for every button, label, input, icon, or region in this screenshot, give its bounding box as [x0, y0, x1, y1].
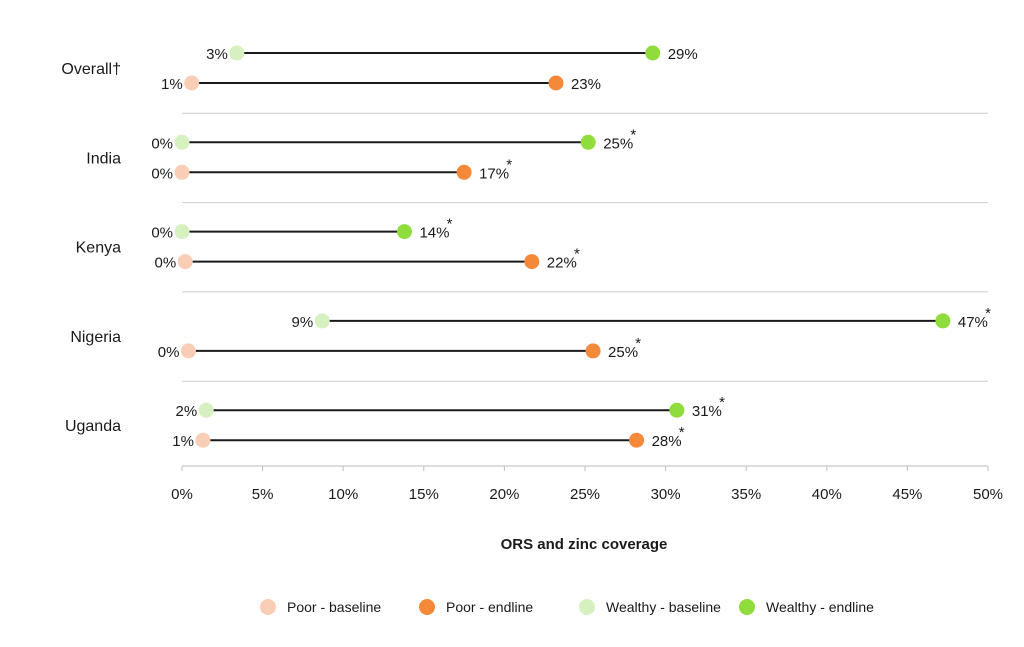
group-label: Nigeria — [70, 329, 121, 346]
poor-endline-point — [456, 164, 472, 180]
baseline-value-label: 0% — [151, 165, 173, 182]
poor-endline-point — [548, 75, 564, 91]
legend: Poor - baseline Poor - endline Wealthy - b… — [260, 599, 874, 615]
x-tick-label: 5% — [252, 486, 274, 503]
endline-value-label: 14% — [419, 225, 449, 242]
baseline-value-label: 2% — [175, 403, 197, 420]
legend-marker — [579, 599, 595, 615]
wealthy-baseline-point — [314, 313, 330, 329]
poor-baseline-point — [184, 75, 200, 91]
x-tick-label: 25% — [570, 486, 600, 503]
x-tick-label: 45% — [892, 486, 922, 503]
x-tick-label: 40% — [812, 486, 842, 503]
wealthy-baseline-point — [174, 224, 190, 240]
significance-marker: * — [679, 424, 685, 441]
baseline-value-label: 0% — [151, 225, 173, 242]
significance-marker: * — [574, 246, 580, 263]
x-axis-label: ORS and zinc coverage — [501, 536, 668, 553]
significance-marker: * — [447, 216, 453, 233]
poor-baseline-point — [195, 432, 211, 448]
endline-value-label: 31% — [692, 403, 722, 420]
significance-marker: * — [635, 335, 641, 352]
wealthy-endline-point — [645, 45, 661, 61]
x-tick-label: 50% — [973, 486, 1003, 503]
baseline-value-label: 1% — [161, 76, 183, 93]
group-dividers — [182, 112, 988, 382]
legend-label: Wealthy - endline — [766, 599, 874, 615]
legend-marker — [260, 599, 276, 615]
baseline-value-label: 0% — [158, 344, 180, 361]
significance-marker: * — [630, 126, 636, 143]
wealthy-baseline-point — [229, 45, 245, 61]
baseline-value-label: 3% — [206, 46, 228, 63]
endline-value-label: 47% — [958, 314, 988, 331]
group-label: Overall† — [61, 61, 121, 78]
wealthy-baseline-point — [198, 402, 214, 418]
poor-endline-point — [585, 343, 601, 359]
x-tick-label: 35% — [731, 486, 761, 503]
x-tick-label: 10% — [328, 486, 358, 503]
x-axis: 0% 5% 10% 15% 20% 25% 30% 35% 40% 45% 50% — [171, 465, 1003, 503]
endline-value-label: 22% — [547, 255, 577, 272]
group-label: India — [86, 150, 121, 167]
legend-label: Poor - endline — [446, 599, 533, 615]
wealthy-baseline-point — [174, 134, 190, 150]
endline-value-label: 17% — [479, 165, 509, 182]
group-label: Uganda — [65, 418, 121, 435]
wealthy-endline-point — [396, 224, 412, 240]
endline-value-label: 29% — [668, 46, 698, 63]
x-tick-label: 30% — [651, 486, 681, 503]
wealthy-endline-point — [935, 313, 951, 329]
poor-baseline-point — [174, 164, 190, 180]
poor-endline-point — [524, 254, 540, 270]
x-tick-label: 20% — [489, 486, 519, 503]
x-tick-label: 15% — [409, 486, 439, 503]
poor-baseline-point — [180, 343, 196, 359]
wealthy-endline-point — [580, 134, 596, 150]
legend-marker — [739, 599, 755, 615]
group-label: Kenya — [76, 240, 121, 257]
significance-marker: * — [506, 156, 512, 173]
endline-value-label: 25% — [608, 344, 638, 361]
group-labels: Overall† India Kenya Nigeria Uganda — [61, 61, 121, 435]
endline-value-label: 25% — [603, 135, 633, 152]
x-tick-label: 0% — [171, 486, 193, 503]
endline-value-label: 28% — [652, 433, 682, 450]
legend-label: Poor - baseline — [287, 599, 381, 615]
baseline-value-label: 0% — [155, 255, 177, 272]
legend-marker — [419, 599, 435, 615]
significance-marker: * — [985, 305, 991, 322]
poor-baseline-point — [177, 254, 193, 270]
legend-label: Wealthy - baseline — [606, 599, 721, 615]
endline-value-label: 23% — [571, 76, 601, 93]
baseline-value-label: 1% — [172, 433, 194, 450]
wealthy-endline-point — [669, 402, 685, 418]
baseline-value-label: 9% — [292, 314, 314, 331]
significance-marker: * — [719, 394, 725, 411]
poor-endline-point — [629, 432, 645, 448]
dumbbell-rows: 3% 29%1% 23%0% 25%*0% 17%*0% 14%*0% 22%*9% 47%*… — [151, 45, 991, 450]
baseline-value-label: 0% — [151, 135, 173, 152]
